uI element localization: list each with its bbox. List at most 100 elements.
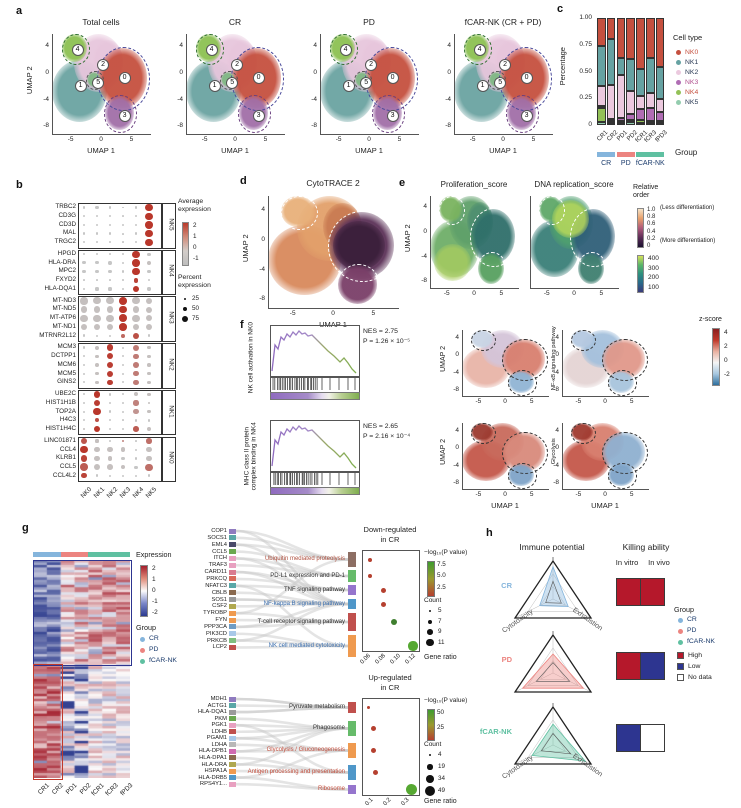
- legend-dot: [140, 659, 145, 664]
- sankey-gene-node: [229, 775, 236, 781]
- y-tick-label: 0: [179, 69, 183, 76]
- expression-dot: [82, 393, 86, 396]
- expression-dot: [119, 305, 127, 314]
- gene-label: H4C3: [59, 416, 76, 424]
- less-differentiation-label: (Less differentiation): [660, 205, 715, 211]
- expression-dot: [133, 362, 139, 368]
- dotplot-title: in CR: [380, 683, 400, 692]
- expression-dot: [106, 323, 114, 331]
- dotplot-group-box: [78, 343, 162, 389]
- cluster-number-badge: 0: [386, 72, 399, 84]
- y-tick-label: 4: [45, 42, 49, 49]
- expression-dot: [108, 334, 112, 337]
- dotplot-group-box: [78, 436, 162, 482]
- count-size-dot: [428, 609, 432, 613]
- cytotrace-title: CytoTRACE 2: [306, 178, 360, 188]
- dotplot-group-box: [78, 296, 162, 342]
- expression-dot: [109, 215, 111, 218]
- y-tick-label: -4: [453, 369, 459, 377]
- y-tick-label: 4: [455, 426, 459, 434]
- bar-segment: [636, 108, 645, 120]
- expression-dot: [80, 297, 88, 305]
- cluster-tab: NK2: [162, 343, 176, 389]
- expression-dot: [95, 223, 99, 227]
- expression-dot: [96, 279, 98, 282]
- y-tick-label: 0.50: [579, 67, 592, 75]
- gene-label: MAL: [63, 229, 76, 237]
- expression-dot: [80, 455, 88, 462]
- expression-dot: [121, 428, 125, 431]
- pct-tick-label: 50: [192, 305, 200, 312]
- percentage-axis-label: Percentage: [557, 47, 567, 86]
- y-tick-label: -4: [553, 462, 559, 470]
- panel-d-label2: d: [240, 175, 247, 187]
- relative-order-legend-title: Relative order: [633, 184, 659, 199]
- heatmap-group-legend-label: CR: [149, 635, 159, 642]
- expression-dot: [82, 372, 86, 375]
- expression-dot: [82, 252, 86, 256]
- bar-segment: [636, 119, 645, 123]
- dotplot-frame: [362, 698, 420, 796]
- expression-dot: [134, 206, 138, 209]
- gsea-rank-gradient: [270, 487, 360, 495]
- bar-segment: [655, 112, 665, 121]
- cluster-outline: [507, 370, 538, 396]
- sankey-gene-node: [229, 576, 236, 582]
- umap-plot-frame: [454, 34, 553, 135]
- bar-segment: [616, 57, 626, 75]
- expression-dot: [147, 269, 151, 274]
- zscore-colorbar: [712, 328, 720, 386]
- killing-ability-cell: [616, 724, 641, 752]
- avg-tick-label: 1: [193, 233, 197, 240]
- y-tick-label: -8: [453, 386, 459, 394]
- y-tick-label: 1.00: [579, 14, 592, 21]
- expression-dot: [121, 261, 125, 265]
- cell-type-legend-label: NK2: [685, 69, 699, 76]
- y-axis-label: UMAP 2: [24, 66, 34, 95]
- bar-segment: [616, 117, 626, 121]
- expression-dot: [82, 427, 86, 431]
- expression-dot: [122, 232, 124, 235]
- pathway-dot: [366, 705, 370, 710]
- expression-dot: [95, 205, 99, 210]
- legend-dot: [140, 637, 145, 642]
- expression-dot: [134, 448, 138, 451]
- gene-label: MT-ND1: [52, 322, 76, 330]
- bar-segment: [655, 99, 665, 113]
- expression-dot: [108, 393, 112, 396]
- bar-segment: [636, 122, 645, 125]
- dotplot-group-box: [78, 249, 162, 296]
- expression-dot: [80, 446, 88, 454]
- x-tick-label: -5: [201, 136, 208, 143]
- legend-dot: [678, 629, 683, 634]
- pathway-score-label: Glycolysis: [550, 438, 557, 465]
- score-tick-label: 300: [648, 264, 659, 272]
- y-tick-label: 4: [313, 42, 317, 49]
- expression-dot: [93, 297, 101, 305]
- expression-dot: [147, 260, 151, 265]
- panel-f-label: f: [240, 319, 244, 331]
- expression-dot: [146, 455, 152, 461]
- expression-dot: [120, 447, 126, 453]
- expression-dot: [93, 314, 101, 322]
- x-tick-label: 5: [629, 491, 634, 498]
- sankey-gene-label: CCL5: [212, 548, 227, 555]
- expression-dot: [146, 324, 152, 330]
- expression-dot: [145, 306, 153, 313]
- cluster-number-badge: 1: [74, 80, 87, 92]
- bar-segment: [597, 86, 606, 106]
- cluster-tab-label: NK5: [167, 218, 175, 231]
- cluster-tab: NK4: [162, 249, 176, 296]
- expression-dot: [95, 354, 99, 359]
- expression-dot: [121, 363, 125, 367]
- expression-dot: [83, 279, 85, 282]
- cluster-outline: [329, 34, 359, 65]
- y-tick-label: 0: [555, 444, 559, 452]
- expression-dot: [82, 232, 86, 235]
- pathway-dot: [391, 618, 398, 626]
- gene-label: MTRNR2L12: [39, 331, 76, 339]
- legend-dot: [676, 60, 681, 65]
- gsea-curve: [271, 330, 357, 374]
- dotplot-group-box: [78, 203, 162, 249]
- heatmap-sample-label: fCR1: [90, 782, 107, 798]
